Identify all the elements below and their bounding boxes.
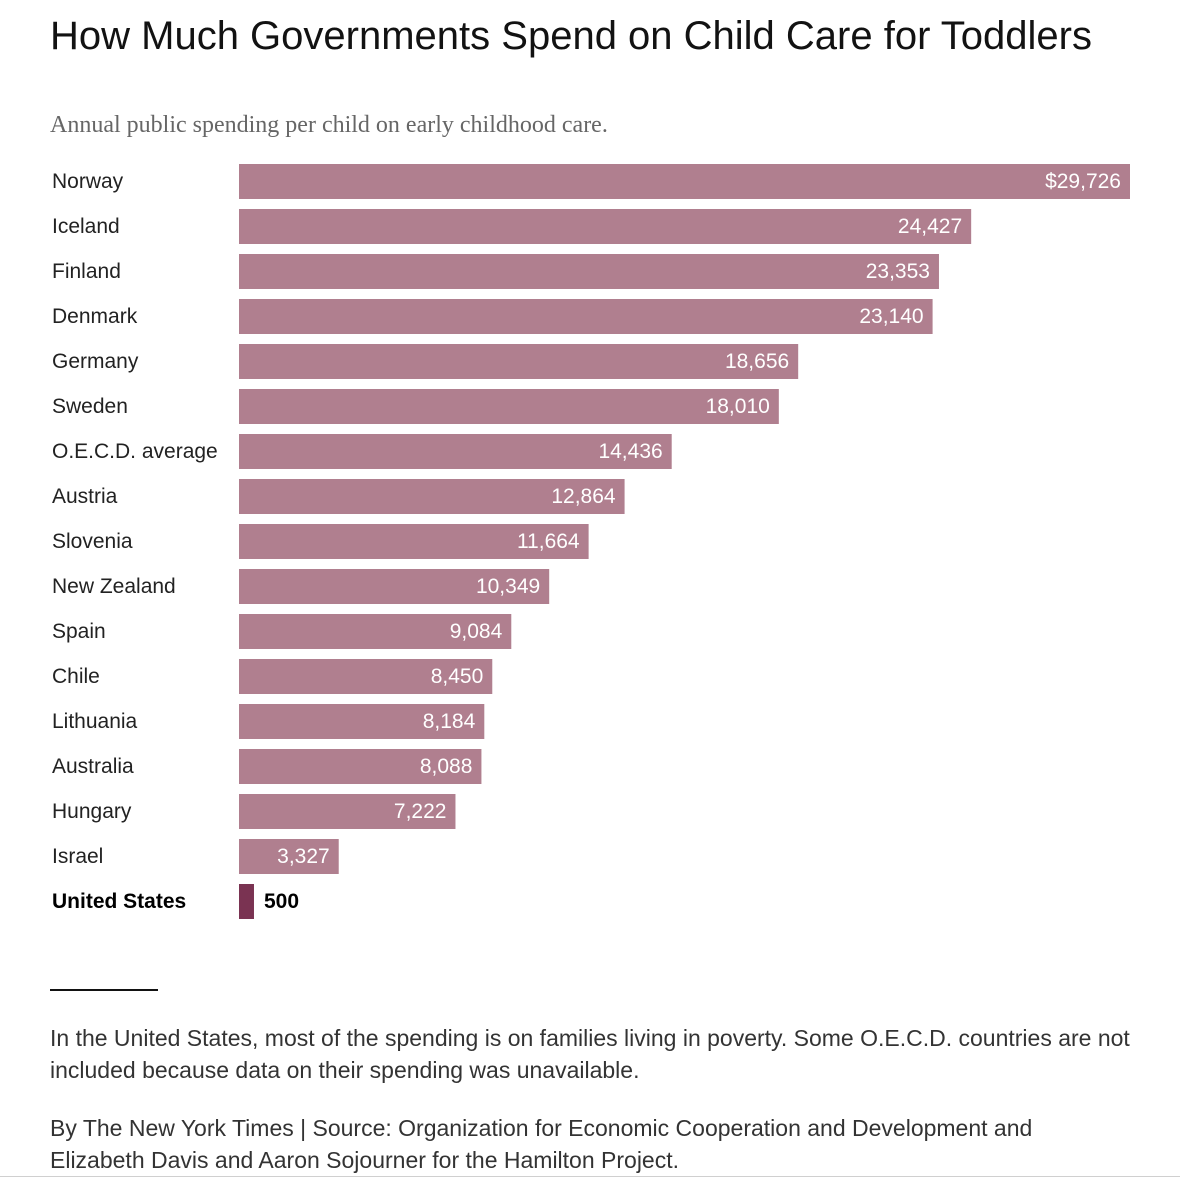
- bar-iceland: [239, 209, 972, 244]
- category-label-lithuania: Lithuania: [52, 710, 138, 733]
- category-label-chile: Chile: [52, 665, 100, 688]
- bar-germany: [239, 344, 799, 379]
- category-label-hungary: Hungary: [52, 800, 132, 823]
- bar-norway: [239, 164, 1130, 199]
- bar-finland: [239, 254, 939, 289]
- bar-austria: [239, 479, 625, 514]
- bar-lithuania: [239, 704, 485, 739]
- bar-united-states: [239, 884, 254, 919]
- value-label-slovenia: 11,664: [517, 530, 580, 553]
- value-label-denmark: 23,140: [859, 305, 923, 328]
- value-label-chile: 8,450: [431, 665, 484, 688]
- value-label-lithuania: 8,184: [423, 710, 476, 733]
- category-label-finland: Finland: [52, 260, 121, 283]
- bar-australia: [239, 749, 482, 784]
- source-credit: By The New York Times | Source: Organiza…: [50, 1115, 1033, 1173]
- category-label-spain: Spain: [52, 620, 106, 643]
- value-label-austria: 12,864: [551, 485, 616, 508]
- bar-new-zealand: [239, 569, 550, 604]
- bar-chile: [239, 659, 493, 694]
- category-label-austria: Austria: [52, 485, 118, 508]
- footnote-text: In the United States, most of the spendi…: [50, 1025, 1130, 1083]
- bar-israel: [239, 839, 339, 874]
- bar-spain: [239, 614, 512, 649]
- bar-slovenia: [239, 524, 589, 559]
- category-label-united-states: United States: [52, 890, 186, 913]
- category-label-denmark: Denmark: [52, 305, 138, 328]
- value-label-hungary: 7,222: [394, 800, 447, 823]
- bar-sweden: [239, 389, 779, 424]
- value-label-norway: $29,726: [1045, 170, 1121, 193]
- bar-o-e-c-d-average: [239, 434, 672, 469]
- value-label-new-zealand: 10,349: [476, 575, 540, 598]
- value-label-finland: 23,353: [866, 260, 930, 283]
- category-label-new-zealand: New Zealand: [52, 575, 176, 598]
- value-label-australia: 8,088: [420, 755, 473, 778]
- chart-title: How Much Governments Spend on Child Care…: [50, 14, 1092, 58]
- category-label-norway: Norway: [52, 170, 124, 193]
- category-label-australia: Australia: [52, 755, 134, 778]
- value-label-sweden: 18,010: [706, 395, 770, 418]
- category-label-o-e-c-d-average: O.E.C.D. average: [52, 440, 218, 463]
- category-label-slovenia: Slovenia: [52, 530, 133, 553]
- value-label-iceland: 24,427: [898, 215, 962, 238]
- value-label-israel: 3,327: [277, 845, 330, 868]
- category-label-germany: Germany: [52, 350, 139, 373]
- value-label-united-states: 500: [264, 890, 299, 913]
- value-label-germany: 18,656: [725, 350, 789, 373]
- category-label-iceland: Iceland: [52, 215, 120, 238]
- category-label-israel: Israel: [52, 845, 103, 868]
- bottom-border: [0, 1176, 1180, 1177]
- value-label-o-e-c-d-average: 14,436: [598, 440, 662, 463]
- value-label-spain: 9,084: [450, 620, 503, 643]
- bar-hungary: [239, 794, 456, 829]
- bar-denmark: [239, 299, 933, 334]
- category-label-sweden: Sweden: [52, 395, 128, 418]
- footnote-divider: [50, 989, 158, 991]
- bar-chart: Norway $29,726 Iceland 24,427 Finland 23,353 D…: [52, 164, 1130, 919]
- chart-subtitle: Annual public spending per child on earl…: [50, 112, 608, 138]
